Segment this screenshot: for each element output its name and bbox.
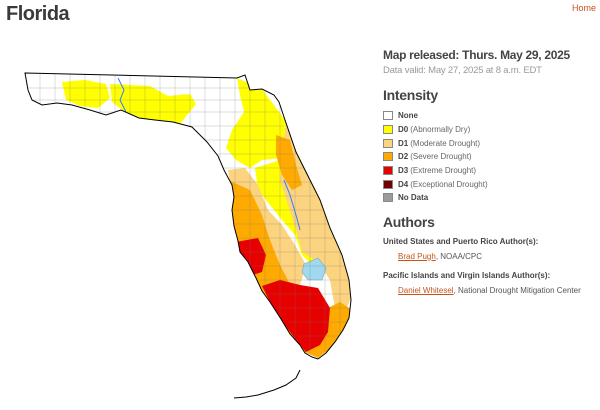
legend-item-d3: D3 (Extreme Drought): [383, 164, 598, 178]
drought-map: [0, 40, 370, 410]
us-authors-label: United States and Puerto Rico Author(s):: [383, 236, 539, 246]
legend-swatch-d2: [383, 152, 393, 162]
pacific-authors-label: Pacific Islands and Virgin Islands Autho…: [383, 270, 551, 280]
d3-area-south: [262, 280, 330, 352]
legend-swatch-d4: [383, 179, 393, 189]
legend-item-d0: D0 (Abnormally Dry): [383, 123, 598, 137]
page-title: Florida: [6, 3, 70, 25]
legend-swatch-none: [383, 111, 393, 121]
d1-area-east-coast: [280, 122, 351, 315]
data-valid-date: Data valid: May 27, 2025 at 8 a.m. EDT: [383, 65, 542, 76]
florida-outline: [24, 72, 352, 360]
legend-code: D0: [398, 125, 409, 135]
info-panel: Map released: Thurs. May 29, 2025 Data v…: [383, 48, 598, 295]
legend-swatch-d3: [383, 166, 393, 176]
legend-item-no-data: No Data: [383, 191, 598, 205]
legend-swatch-d1: [383, 138, 393, 148]
legend-item-none: None: [383, 109, 598, 123]
pacific-author-line: Daniel Whitesel, National Drought Mitiga…: [383, 286, 598, 295]
legend-swatch-no-data: [383, 193, 393, 203]
us-author-link[interactable]: Brad Pugh: [398, 251, 436, 261]
legend-item-d4: D4 (Exceptional Drought): [383, 177, 598, 191]
legend-desc: (Exceptional Drought): [410, 179, 488, 189]
st-johns-river: [283, 179, 301, 231]
florida-keys: [233, 369, 301, 399]
us-author-line: Brad Pugh, NOAA/CPC: [383, 252, 598, 261]
legend-desc: (Moderate Drought): [410, 138, 481, 148]
apalachicola-river: [117, 77, 127, 113]
authors-heading: Authors: [383, 213, 435, 230]
legend-code: None: [398, 111, 418, 121]
legend-item-d1: D1 (Moderate Drought): [383, 136, 598, 150]
d0-area-northeast: [226, 78, 292, 168]
us-author-org: , NOAA/CPC: [435, 251, 483, 261]
d2-area-northeast: [276, 135, 302, 190]
legend-code: No Data: [398, 193, 429, 203]
pacific-author-org: , National Drought Mitigation Center: [453, 285, 581, 295]
intensity-legend: None D0 (Abnormally Dry) D1 (Moderate Dr…: [383, 109, 598, 205]
legend-code: D2: [398, 152, 409, 162]
legend-code: D1: [398, 138, 409, 148]
legend-desc: (Severe Drought): [410, 152, 472, 162]
legend-swatch-d0: [383, 125, 393, 135]
d0-area-panhandle-central: [110, 84, 196, 124]
pacific-author-link[interactable]: Daniel Whitesel: [398, 285, 454, 295]
intensity-heading: Intensity: [383, 87, 438, 103]
map-released-date: Map released: Thurs. May 29, 2025: [383, 48, 570, 62]
legend-desc: (Extreme Drought): [410, 166, 477, 176]
d0-area-panhandle-west: [62, 80, 110, 108]
legend-code: D3: [398, 166, 409, 176]
legend-desc: (Abnormally Dry): [410, 125, 471, 135]
legend-code: D4: [398, 179, 409, 189]
home-link[interactable]: Home: [572, 3, 597, 13]
legend-item-d2: D2 (Severe Drought): [383, 150, 598, 164]
florida-map-svg: [24, 72, 352, 399]
